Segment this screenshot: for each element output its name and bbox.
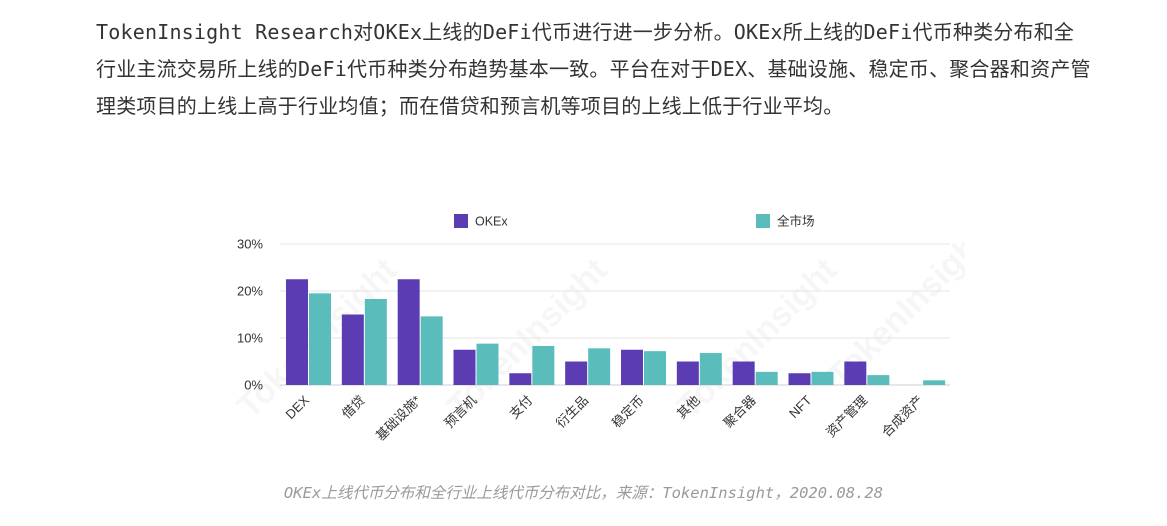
- bar-okex: [341, 314, 364, 385]
- bar-market: [309, 293, 331, 385]
- bar-okex: [676, 361, 699, 385]
- bar-market: [364, 298, 387, 385]
- x-tick-label: 支付: [506, 393, 535, 422]
- bar-okex: [453, 349, 476, 385]
- grid-lines: [280, 243, 950, 386]
- x-tick-label: 资产管理: [823, 393, 870, 440]
- y-tick-label: 0%: [244, 378, 263, 393]
- x-tick-label: 基础设施*: [373, 393, 424, 444]
- bar-okex: [844, 361, 867, 385]
- bar-okex: [565, 361, 588, 385]
- bar-market: [476, 343, 499, 385]
- bar-market: [867, 375, 890, 385]
- x-tick-label: DEX: [283, 392, 313, 422]
- bar-market: [811, 371, 834, 385]
- legend-swatch: [454, 214, 468, 228]
- bar-market: [420, 316, 443, 385]
- bar-market: [644, 351, 666, 385]
- x-axis: DEX 借贷 基础设施* 预言机 支付 衍生品 稳定币 其他 聚合器 NFT 资产管理 合成资产: [283, 392, 927, 443]
- x-tick-label: 聚合器: [721, 393, 759, 431]
- bar-market: [923, 380, 946, 385]
- figure-caption: OKEx上线代币分布和全行业上线代币分布对比，来源：TokenInsight，2…: [283, 484, 884, 502]
- bar-market: [588, 348, 611, 385]
- x-tick-label: 衍生品: [553, 393, 591, 431]
- bar-okex: [286, 279, 308, 385]
- x-tick-label: NFT: [786, 392, 815, 421]
- y-tick-label: 30%: [237, 237, 263, 252]
- x-tick-label: 稳定币: [609, 393, 647, 431]
- bar-market: [755, 371, 778, 385]
- y-tick-label: 20%: [237, 284, 263, 299]
- bar-market: [699, 353, 722, 385]
- chart-figure: TokenInsightTokenInsightTokenInsightToke…: [205, 196, 965, 461]
- x-tick-label: 合成资产: [879, 393, 926, 440]
- y-axis: 0% 10% 20% 30%: [237, 237, 263, 393]
- x-tick-label: 借贷: [339, 393, 368, 422]
- legend-label: 全市场: [777, 214, 815, 229]
- bar-okex: [397, 279, 420, 385]
- bar-market: [532, 345, 555, 385]
- legend-label: OKEx: [475, 215, 508, 229]
- legend: OKEx 全市场: [454, 214, 815, 229]
- bars-layer: [286, 279, 946, 385]
- bar-okex: [732, 361, 755, 385]
- bar-okex: [621, 349, 643, 385]
- watermark-text: TokenInsight: [820, 221, 965, 396]
- y-tick-label: 10%: [237, 331, 263, 346]
- bar-okex: [509, 373, 532, 385]
- legend-swatch: [756, 214, 770, 228]
- bar-okex: [788, 373, 811, 385]
- article-paragraph: TokenInsight Research对OKEx上线的DeFi代币进行进一步…: [96, 20, 1091, 118]
- watermark-layer: TokenInsightTokenInsightTokenInsightToke…: [230, 221, 965, 426]
- bar-chart: TokenInsightTokenInsightTokenInsightToke…: [230, 214, 965, 443]
